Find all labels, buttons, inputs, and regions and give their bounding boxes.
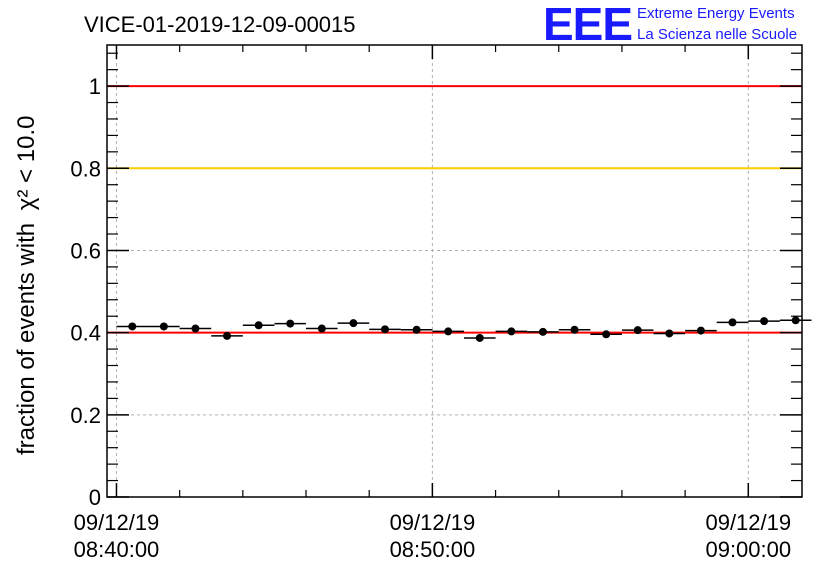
marker (381, 325, 389, 334)
marker (191, 324, 200, 333)
marker (444, 327, 453, 336)
data-point (748, 317, 780, 326)
marker (602, 330, 611, 339)
marker (286, 319, 295, 328)
logo-line-1: Extreme Energy Events (637, 5, 795, 22)
reference-lines (107, 85, 802, 334)
marker (633, 326, 642, 335)
logo-line-2: La Scienza nelle Scuole (637, 26, 797, 43)
marker (696, 326, 705, 335)
marker (159, 322, 168, 331)
marker (760, 317, 769, 326)
data-point (242, 321, 275, 330)
data-point (116, 322, 149, 331)
data-point (779, 316, 812, 325)
marker (665, 329, 674, 338)
marker (223, 331, 232, 340)
y-tick-label: 0.8 (70, 156, 101, 181)
data-point (369, 325, 401, 334)
x-tick-label-time: 08:40:00 (74, 537, 160, 562)
data-point (211, 331, 243, 340)
marker (728, 318, 737, 327)
x-tick-label-date: 09/12/19 (74, 510, 160, 535)
data-point (337, 319, 370, 328)
data-point (558, 325, 591, 334)
marker (791, 316, 800, 325)
data-point (621, 326, 654, 335)
y-tick-label: 0.6 (70, 238, 101, 263)
data-point (527, 327, 559, 336)
data-point (463, 333, 496, 342)
data-point (495, 327, 528, 336)
x-tick-label-date: 09/12/19 (390, 510, 476, 535)
y-axis: 0 0.2 0.4 0.6 0.8 1 (70, 52, 802, 510)
y-tick-label: 0 (89, 485, 101, 510)
marker (317, 324, 326, 333)
eee-logo: EEE Extreme Energy Events La Scienza nel… (543, 0, 797, 50)
y-tick-label: 1 (89, 74, 101, 99)
y-axis-label-math: χ² < 10.0 (13, 116, 40, 211)
data-point (179, 324, 212, 333)
marker (254, 321, 263, 330)
y-tick-label: 0.4 (70, 321, 101, 346)
grid (107, 45, 802, 497)
marker (538, 327, 547, 336)
y-axis-label: fraction of events with χ² < 10.0 (13, 116, 40, 455)
data-point (590, 330, 622, 339)
marker (412, 325, 421, 334)
y-axis-label-text: fraction of events with (13, 223, 40, 455)
data-point (400, 325, 433, 334)
data-point (716, 318, 749, 327)
data-point (306, 324, 338, 333)
x-tick-label-date: 09/12/19 (705, 510, 791, 535)
marker (570, 325, 579, 334)
data-point (274, 319, 307, 328)
plot-frame (106, 44, 803, 498)
data-point (432, 327, 464, 336)
x-tick-label-time: 09:00:00 (705, 537, 791, 562)
x-tick-label-time: 08:50:00 (390, 537, 476, 562)
x-axis: 09/12/1908:40:0009/12/1908:50:0009/12/19… (74, 45, 791, 562)
plot-border (106, 44, 803, 498)
data-point (653, 329, 686, 338)
data-points (116, 316, 812, 342)
eee-logo-mark: EEE (543, 0, 632, 50)
data-point (685, 326, 717, 335)
marker (507, 327, 516, 336)
chart-title: VICE-01-2019-12-09-00015 (84, 12, 356, 37)
marker (475, 333, 484, 342)
y-tick-label: 0.2 (70, 403, 101, 428)
data-point (148, 322, 180, 331)
marker (128, 322, 137, 331)
marker (349, 319, 358, 328)
